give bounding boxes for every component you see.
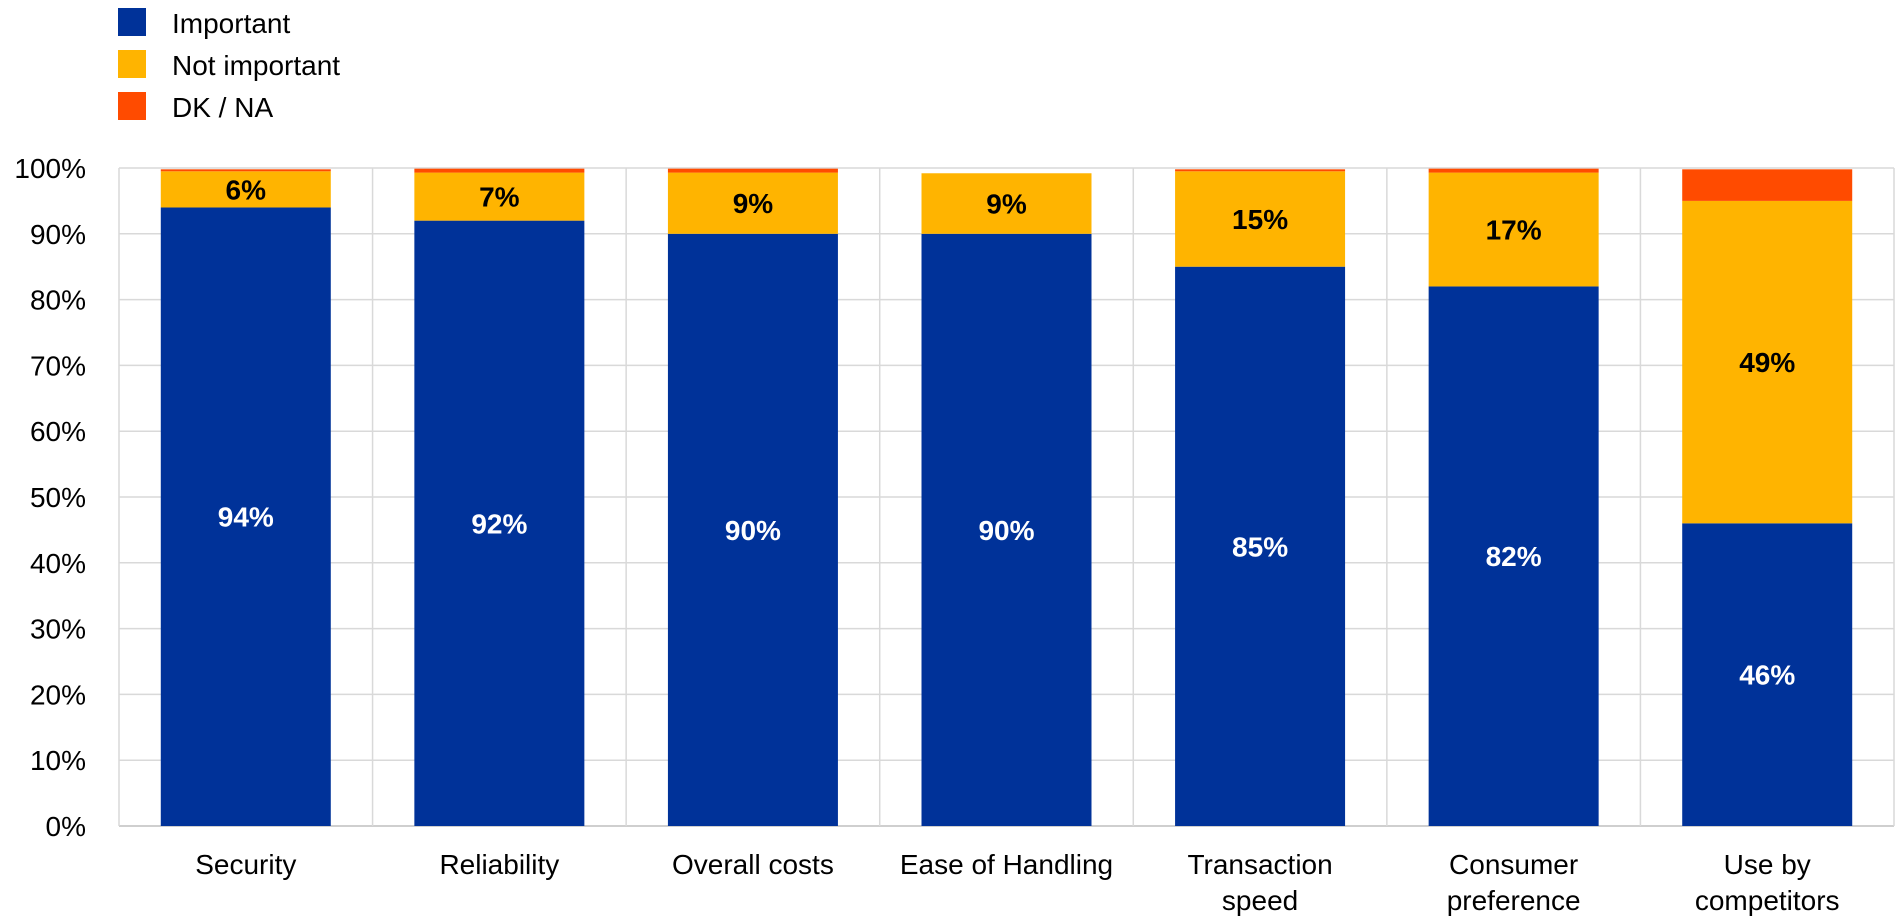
legend-label-3: DK / NA (172, 92, 273, 123)
legend-label-2: Not important (172, 50, 340, 81)
x-category-label: Transaction (1187, 849, 1332, 880)
bar-segment-important (921, 233, 1092, 827)
bar-segment-important (1428, 286, 1599, 826)
bars: 94% 6% 92% 7% 90% 9% 90% 9% 85% 15% 82% 17% 46% 49% (160, 168, 1853, 827)
x-category-label: Overall costs (672, 849, 834, 880)
data-label: 90% (725, 515, 781, 546)
data-label: 90% (978, 515, 1034, 546)
bar-segment-dk-na (1428, 168, 1599, 173)
x-category-label: preference (1447, 885, 1581, 916)
bar-segment-dk-na (160, 169, 331, 172)
data-label: 49% (1739, 347, 1795, 378)
y-tick-label: 60% (30, 416, 86, 447)
x-category-label: speed (1222, 885, 1298, 916)
bar-segment-important (667, 233, 838, 827)
y-tick-label: 10% (30, 745, 86, 776)
x-category-label: Use by (1724, 849, 1811, 880)
y-axis: 0% 10% 20% 30% 40% 50% 60% 70% 80% 90% 100% (14, 153, 86, 842)
data-label: 9% (986, 189, 1027, 220)
bar-segment-important (160, 207, 331, 827)
data-label: 85% (1232, 531, 1288, 562)
x-category-label: Security (195, 849, 296, 880)
legend: Important Not important DK / NA (118, 8, 340, 123)
bar-segment-not-important (160, 171, 331, 208)
data-label: 15% (1232, 204, 1288, 235)
data-label: 94% (218, 502, 274, 533)
x-category-label: Reliability (439, 849, 559, 880)
data-label: 92% (471, 508, 527, 539)
bar-segment-dk-na (667, 168, 838, 173)
x-category-label: Consumer (1449, 849, 1578, 880)
legend-swatch-1 (118, 8, 146, 36)
data-label: 46% (1739, 660, 1795, 691)
x-axis: Security Reliability Overall costs Ease of … (195, 849, 1839, 916)
bar-segment-not-important (921, 173, 1092, 234)
data-label: 9% (733, 188, 774, 219)
data-label: 82% (1486, 541, 1542, 572)
bar-segment-not-important (1682, 200, 1853, 524)
data-label: 7% (479, 182, 520, 213)
y-tick-label: 0% (46, 811, 86, 842)
data-label: 17% (1486, 215, 1542, 246)
legend-swatch-2 (118, 50, 146, 78)
y-tick-label: 20% (30, 679, 86, 710)
y-tick-label: 80% (30, 285, 86, 316)
bar-segment-not-important (1428, 172, 1599, 287)
x-category-label: competitors (1695, 885, 1840, 916)
bar-segment-important (1175, 266, 1346, 826)
bar-segment-important (414, 220, 585, 826)
y-tick-label: 40% (30, 548, 86, 579)
bar-segment-not-important (1175, 171, 1346, 267)
y-tick-label: 90% (30, 219, 86, 250)
legend-swatch-3 (118, 92, 146, 120)
bar-segment-dk-na (1682, 169, 1853, 201)
data-label: 6% (226, 174, 267, 205)
bar-segment-not-important (667, 172, 838, 234)
x-category-label: Ease of Handling (900, 849, 1113, 880)
bar-segment-not-important (414, 172, 585, 221)
y-tick-label: 30% (30, 614, 86, 645)
bar-segment-dk-na (414, 168, 585, 173)
legend-label-1: Important (172, 8, 290, 39)
bar-segment-important (1682, 523, 1853, 826)
y-tick-label: 70% (30, 350, 86, 381)
y-tick-label: 100% (14, 153, 86, 184)
y-tick-label: 50% (30, 482, 86, 513)
bar-segment-dk-na (1175, 169, 1346, 172)
